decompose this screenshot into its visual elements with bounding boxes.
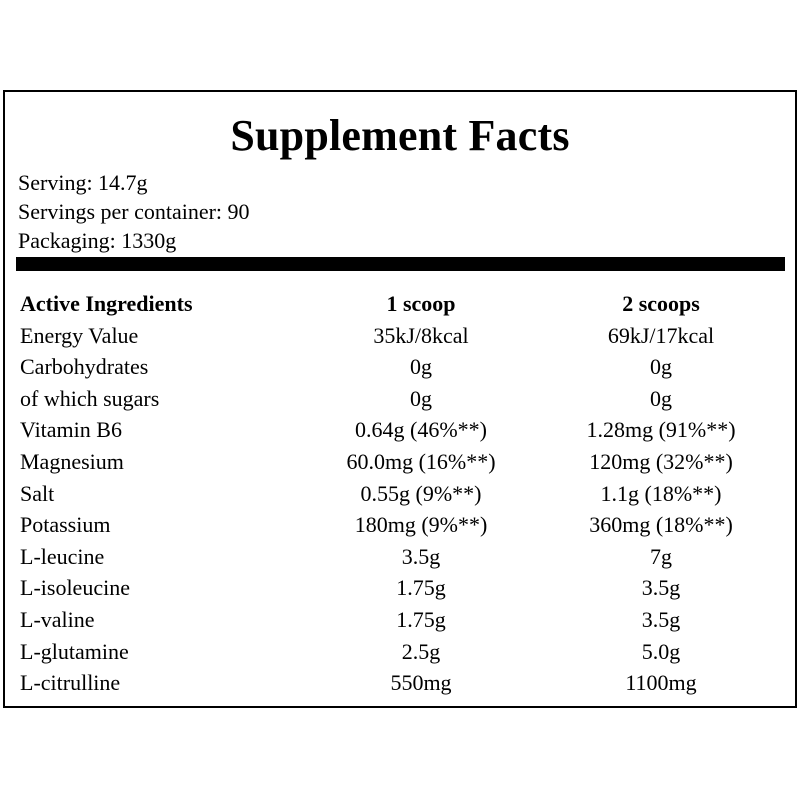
amount-one-scoop: 1.75g bbox=[396, 575, 446, 601]
packaging-weight: Packaging: 1330g bbox=[18, 228, 177, 253]
serving-info: Serving: 14.7g Servings per container: 9… bbox=[18, 168, 250, 255]
table-row: Carbohydrates 0g 0g bbox=[20, 351, 785, 383]
table-row: Salt 0.55g (9%**) 1.1g (18%**) bbox=[20, 478, 785, 510]
amount-two-scoops: 3.5g bbox=[641, 575, 681, 601]
amount-one-scoop: 2.5g bbox=[401, 638, 441, 664]
ingredient-name: Carbohydrates bbox=[20, 354, 149, 380]
amount-two-scoops: 1.1g (18%**) bbox=[600, 480, 722, 506]
ingredient-name: L-valine bbox=[20, 606, 95, 632]
header-two-scoops: 2 scoops bbox=[622, 291, 700, 316]
ingredients-table: Active Ingredients 1 scoop 2 scoops Ener… bbox=[20, 288, 785, 699]
ingredient-name: L-citrulline bbox=[20, 670, 121, 696]
amount-one-scoop: 550mg bbox=[390, 670, 452, 696]
ingredient-name: Magnesium bbox=[20, 448, 124, 474]
header-one-scoop: 1 scoop bbox=[386, 291, 456, 316]
thick-divider bbox=[16, 257, 785, 271]
servings-per-container: Servings per container: 90 bbox=[18, 199, 250, 224]
table-row: L-isoleucine 1.75g 3.5g bbox=[20, 572, 785, 604]
ingredient-name: of which sugars bbox=[20, 385, 160, 411]
amount-one-scoop: 1.75g bbox=[396, 606, 446, 632]
amount-one-scoop: 0.55g (9%**) bbox=[360, 480, 482, 506]
table-row: of which sugars 0g 0g bbox=[20, 383, 785, 415]
amount-two-scoops: 5.0g bbox=[641, 638, 681, 664]
amount-two-scoops: 0g bbox=[650, 385, 672, 411]
ingredient-name: Energy Value bbox=[20, 322, 139, 348]
table-row: L-leucine 3.5g 7g bbox=[20, 541, 785, 573]
amount-one-scoop: 180mg (9%**) bbox=[354, 512, 488, 538]
header-active-ingredients: Active Ingredients bbox=[20, 291, 193, 316]
table-header-row: Active Ingredients 1 scoop 2 scoops bbox=[20, 288, 785, 320]
facts-title: Supplement Facts bbox=[230, 111, 570, 160]
amount-one-scoop: 0.64g (46%**) bbox=[355, 417, 487, 443]
amount-one-scoop: 35kJ/8kcal bbox=[373, 322, 469, 348]
amount-two-scoops: 360mg (18%**) bbox=[589, 512, 733, 538]
amount-one-scoop: 3.5g bbox=[401, 543, 441, 569]
ingredient-name: Potassium bbox=[20, 512, 111, 538]
amount-two-scoops: 7g bbox=[650, 543, 672, 569]
amount-two-scoops: 1.28mg (91%**) bbox=[586, 417, 736, 443]
table-row: Vitamin B6 0.64g (46%**) 1.28mg (91%**) bbox=[20, 414, 785, 446]
table-row: Magnesium 60.0mg (16%**) 120mg (32%**) bbox=[20, 446, 785, 478]
amount-one-scoop: 0g bbox=[410, 385, 432, 411]
amount-one-scoop: 0g bbox=[410, 354, 432, 380]
supplement-facts-panel: Supplement Facts Serving: 14.7g Servings… bbox=[3, 90, 797, 708]
amount-two-scoops: 69kJ/17kcal bbox=[607, 322, 715, 348]
ingredient-name: L-leucine bbox=[20, 543, 105, 569]
amount-two-scoops: 3.5g bbox=[641, 606, 681, 632]
amount-two-scoops: 120mg (32%**) bbox=[589, 448, 733, 474]
serving-size: Serving: 14.7g bbox=[18, 170, 148, 195]
amount-one-scoop: 60.0mg (16%**) bbox=[346, 448, 496, 474]
table-row: L-citrulline 550mg 1100mg bbox=[20, 667, 785, 699]
ingredient-name: L-isoleucine bbox=[20, 575, 130, 601]
ingredient-name: Salt bbox=[20, 480, 55, 506]
table-row: Energy Value 35kJ/8kcal 69kJ/17kcal bbox=[20, 320, 785, 352]
table-row: L-glutamine 2.5g 5.0g bbox=[20, 636, 785, 668]
table-row: L-valine 1.75g 3.5g bbox=[20, 604, 785, 636]
ingredient-name: L-glutamine bbox=[20, 638, 129, 664]
table-row: Potassium 180mg (9%**) 360mg (18%**) bbox=[20, 509, 785, 541]
ingredient-name: Vitamin B6 bbox=[20, 417, 122, 443]
amount-two-scoops: 0g bbox=[650, 354, 672, 380]
amount-two-scoops: 1100mg bbox=[625, 670, 697, 696]
